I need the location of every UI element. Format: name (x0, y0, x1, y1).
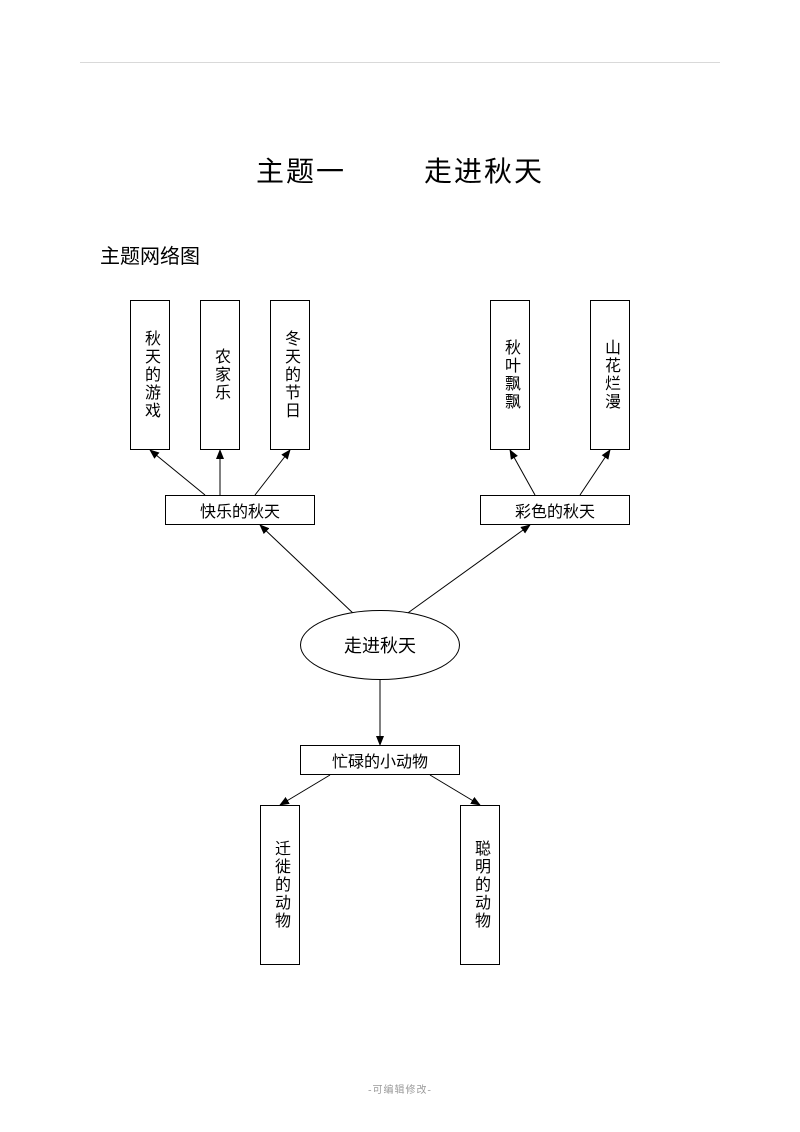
node-tl2-label: 农家乐 (208, 348, 232, 402)
node-bottom-label: 忙碌的小动物 (332, 748, 428, 772)
node-top-left-1: 秋天的游戏 (130, 300, 170, 450)
node-bottom-left: 迁徙的动物 (260, 805, 300, 965)
node-right-label: 彩色的秋天 (515, 498, 595, 522)
node-left-label: 快乐的秋天 (200, 498, 280, 522)
node-tl1-label: 秋天的游戏 (138, 330, 162, 420)
title-part-2: 走进秋天 (424, 157, 544, 188)
node-left: 快乐的秋天 (165, 495, 315, 525)
node-bottom: 忙碌的小动物 (300, 745, 460, 775)
node-tr1-label: 秋叶飘飘 (498, 339, 522, 411)
node-tr2-label: 山花烂漫 (598, 339, 622, 411)
node-right: 彩色的秋天 (480, 495, 630, 525)
node-bottom-right: 聪明的动物 (460, 805, 500, 965)
title-part-1: 主题一 (256, 157, 346, 188)
node-br-label: 聪明的动物 (468, 840, 492, 930)
node-top-left-2: 农家乐 (200, 300, 240, 450)
node-top-left-3: 冬天的节日 (270, 300, 310, 450)
footer-text: -可编辑修改- (0, 1081, 800, 1096)
network-diagram: 走进秋天 快乐的秋天 彩色的秋天 忙碌的小动物 秋天的游戏 农家乐 冬天的节日 … (100, 300, 700, 1040)
subtitle: 主题网络图 (100, 240, 200, 269)
node-top-right-2: 山花烂漫 (590, 300, 630, 450)
top-rule (80, 62, 720, 63)
node-center-label: 走进秋天 (344, 632, 416, 658)
node-bl-label: 迁徙的动物 (268, 840, 292, 930)
node-top-right-1: 秋叶飘飘 (490, 300, 530, 450)
page-title: 主题一 走进秋天 (0, 150, 800, 190)
node-center: 走进秋天 (300, 610, 460, 680)
page: 主题一 走进秋天 主题网络图 走进秋天 快乐的秋天 彩色的秋天 忙碌的小动物 秋… (0, 0, 800, 1132)
node-tl3-label: 冬天的节日 (278, 330, 302, 420)
